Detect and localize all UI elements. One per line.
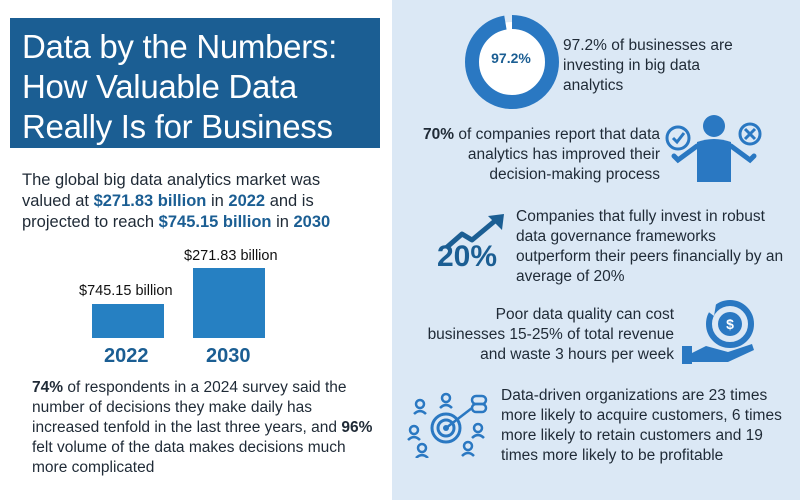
donut-chart-icon bbox=[465, 15, 559, 109]
stat-2-percent: 70% bbox=[423, 126, 455, 143]
title-line-2: How Valuable Data bbox=[22, 68, 297, 105]
donut-ring bbox=[465, 15, 559, 109]
money-hand-icon: $ bbox=[682, 300, 754, 364]
bar-data-label-2022: $745.15 billion bbox=[79, 283, 173, 299]
survey-percent-74: 74% bbox=[32, 379, 64, 396]
survey-percent-96: 96% bbox=[341, 419, 373, 436]
bar-category-2030: 2030 bbox=[206, 345, 251, 367]
stat-3-text: Companies that fully invest in robust da… bbox=[516, 208, 784, 285]
intro-year-2030: 2030 bbox=[293, 213, 331, 231]
person-check-cross-icon bbox=[665, 115, 762, 182]
intro-value-2022: $271.83 billion bbox=[93, 192, 207, 210]
stat-5-text: Data-driven organizations are 23 times m… bbox=[501, 387, 782, 464]
bar-category-2022: 2022 bbox=[104, 345, 149, 367]
survey-text-2: felt volume of the data makes decisions … bbox=[32, 439, 346, 476]
stat-2-text: 70% of companies report that data analyt… bbox=[420, 125, 660, 185]
intro-text-3: and is projected to reach bbox=[22, 192, 314, 231]
bar-data-label-2030: $271.83 billion bbox=[184, 248, 278, 264]
intro-year-2022: 2022 bbox=[228, 192, 266, 210]
bar-2022 bbox=[92, 304, 164, 338]
intro-value-2030: $745.15 billion bbox=[158, 213, 272, 231]
survey-text: 74% of respondents in a 2024 survey said… bbox=[32, 378, 377, 478]
survey-text-1: of respondents in a 2024 survey said the… bbox=[32, 379, 347, 436]
market-intro-text: The global big data analytics market was… bbox=[22, 170, 367, 233]
donut-label: 97.2% bbox=[491, 50, 531, 66]
bar-2030 bbox=[193, 268, 265, 338]
left-panel: Data by the Numbers: How Valuable Data R… bbox=[0, 0, 392, 500]
title-banner: Data by the Numbers: How Valuable Data R… bbox=[10, 18, 380, 148]
stat-2-body: of companies report that data analytics … bbox=[454, 126, 660, 183]
intro-text-1: The global big data analytics market was… bbox=[22, 171, 321, 210]
stat-1-text: 97.2% of businesses are investing in big… bbox=[563, 37, 733, 94]
intro-text-2: in bbox=[206, 192, 229, 210]
stat-4-text: Poor data quality can cost businesses 15… bbox=[427, 306, 674, 363]
title-line-3: Really Is for Business bbox=[22, 108, 333, 145]
trend-arrow-icon bbox=[444, 214, 504, 250]
svg-text:$: $ bbox=[726, 316, 734, 332]
title-line-1: Data by the Numbers: bbox=[22, 28, 337, 65]
target-network-icon bbox=[407, 392, 488, 458]
intro-text-4: in bbox=[271, 213, 294, 231]
stat-3-big-number: 20% bbox=[437, 240, 498, 273]
